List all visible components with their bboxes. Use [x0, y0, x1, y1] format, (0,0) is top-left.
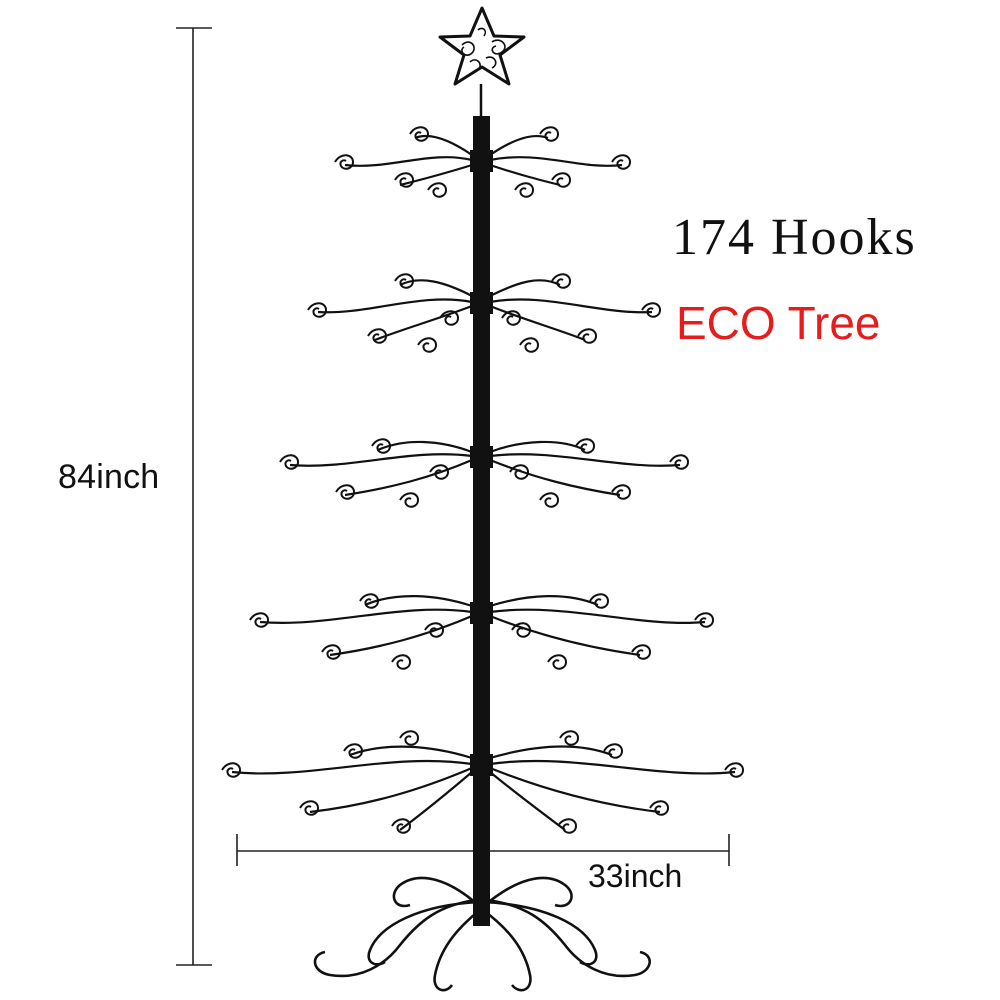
- tree-tier-1: [333, 126, 632, 198]
- height-label: 84inch: [58, 458, 160, 496]
- height-dimension-line: [176, 27, 212, 966]
- eco-tree-label: ECO Tree: [676, 297, 881, 349]
- tree-trunk: [470, 116, 493, 926]
- tree-tier-4: [248, 593, 715, 670]
- star-topper-icon: [438, 6, 526, 118]
- tree-tier-3: [278, 438, 690, 508]
- tree-tier-2: [306, 273, 662, 353]
- tree-base: [313, 876, 651, 992]
- tree-tier-5: [220, 730, 745, 834]
- width-label: 33inch: [588, 858, 683, 894]
- hooks-count-label: 174 Hooks: [672, 209, 917, 266]
